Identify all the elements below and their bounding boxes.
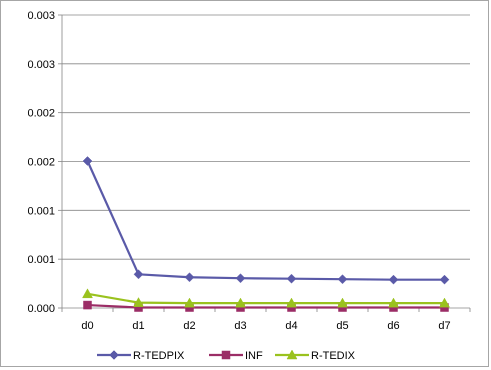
y-tick-label: 0.000 xyxy=(27,303,55,315)
x-tick-label: d3 xyxy=(234,320,246,332)
data-point-r-tedpix xyxy=(337,274,348,285)
series-lines xyxy=(82,156,450,312)
data-point-r-tedix xyxy=(388,297,399,308)
legend: R-TEDPIX INF R-TEDIX xyxy=(97,349,356,362)
data-point-r-tedpix xyxy=(235,273,246,284)
data-point-r-tedpix xyxy=(388,274,399,285)
data-point-r-tedix xyxy=(235,297,246,308)
gridlines xyxy=(62,14,470,309)
legend-label-r-tedix: R-TEDIX xyxy=(311,350,356,362)
y-tick-label: 0.003 xyxy=(27,59,55,71)
x-tick-label: d1 xyxy=(132,320,144,332)
y-tick-label: 0.002 xyxy=(27,157,55,169)
data-point-r-tedix xyxy=(133,297,144,307)
data-point-r-tedpix xyxy=(439,274,450,285)
x-tick-label: d6 xyxy=(387,320,399,332)
data-point-r-tedix xyxy=(286,297,297,308)
x-tick-label: d2 xyxy=(183,320,195,332)
data-point-r-tedix xyxy=(337,297,348,308)
data-point-r-tedix xyxy=(439,297,450,308)
y-tick-label: 0.001 xyxy=(27,254,55,266)
data-point-r-tedpix xyxy=(82,156,93,166)
x-tick-label: d7 xyxy=(438,320,450,332)
series-line-inf xyxy=(87,303,445,309)
y-tick-label: 0.002 xyxy=(27,108,55,120)
data-point-r-tedix xyxy=(184,297,195,308)
data-point-r-tedpix xyxy=(133,269,144,280)
y-tick-label: 0.001 xyxy=(27,205,55,217)
y-axis-ticks: 0.000 0.001 0.001 0.002 0.002 0.003 0.003 xyxy=(27,10,55,315)
data-point-r-tedpix xyxy=(286,273,297,284)
data-point-r-tedix xyxy=(82,288,93,299)
data-point-inf xyxy=(83,300,92,310)
series-line-r-tedpix xyxy=(86,160,445,281)
legend-marker-inf xyxy=(221,350,231,360)
x-tick-label: d5 xyxy=(336,320,348,332)
axes xyxy=(58,14,471,312)
x-axis-ticks: d0 d1 d2 d3 d4 d5 d6 d7 xyxy=(81,320,450,332)
legend-marker-r-tedpix xyxy=(109,350,119,360)
legend-marker-r-tedix xyxy=(286,349,298,360)
series-line-r-tedix xyxy=(87,292,445,305)
legend-label-inf: INF xyxy=(245,350,263,362)
legend-label-r-tedpix: R-TEDPIX xyxy=(133,350,185,362)
x-tick-label: d4 xyxy=(285,320,297,332)
data-point-r-tedpix xyxy=(184,272,195,283)
y-tick-label: 0.003 xyxy=(27,10,55,22)
x-tick-label: d0 xyxy=(81,320,93,332)
